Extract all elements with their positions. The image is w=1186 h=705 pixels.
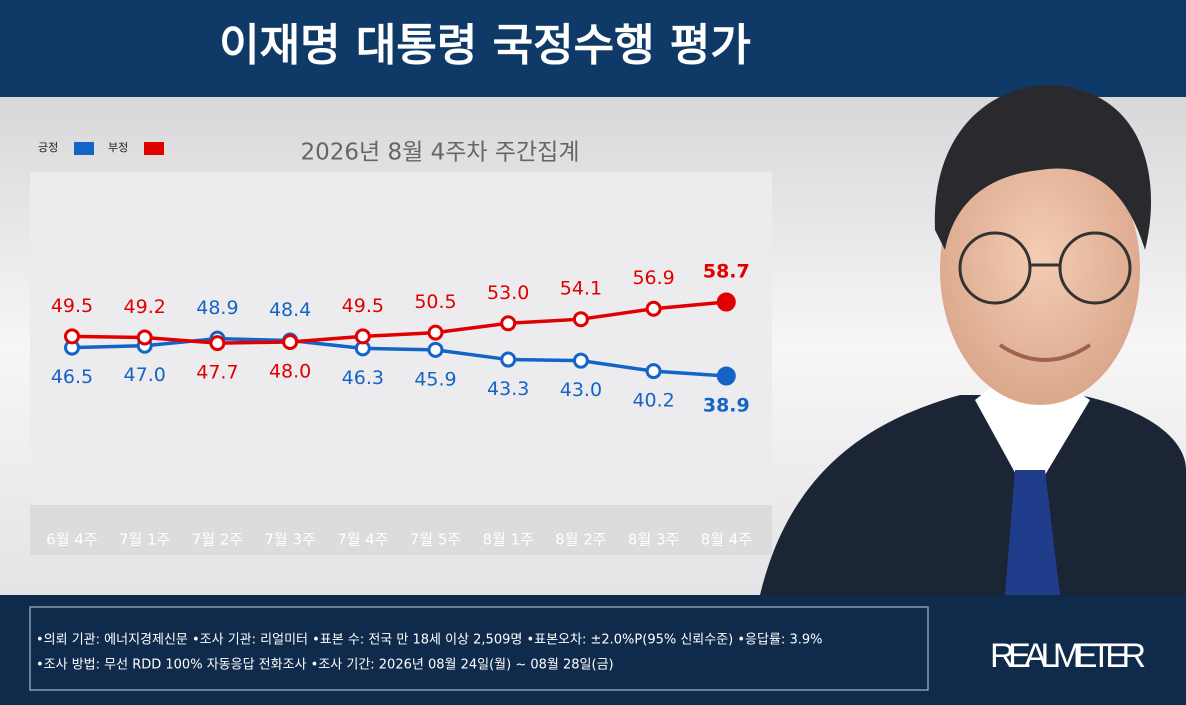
footer-band <box>0 595 1186 705</box>
marker <box>716 292 736 312</box>
data-label: 50.5 <box>414 291 456 313</box>
note: •의뢰 기관: 에너지경제신문 •조사 기관: 리얼미터 •표본 수: 전국 만… <box>36 633 822 648</box>
data-label: 48.0 <box>269 360 311 382</box>
x-tick-label: 7월 4주 <box>337 531 388 549</box>
x-tick-label: 8월 1주 <box>482 531 533 549</box>
series-line <box>71 300 727 345</box>
marker <box>64 328 80 345</box>
data-label: 40.2 <box>632 390 674 412</box>
legend-swatch <box>144 142 164 155</box>
data-label: 53.0 <box>487 282 529 304</box>
data-label: 49.2 <box>124 296 166 318</box>
marker <box>136 329 153 346</box>
data-label: 46.5 <box>51 366 93 388</box>
x-tick-label: 6월 4주 <box>46 531 97 549</box>
chart-title: 이재명 대통령 국정수행 평가 <box>219 20 751 71</box>
data-label: 48.9 <box>196 297 238 319</box>
marker <box>572 311 589 328</box>
data-label: 56.9 <box>632 267 674 289</box>
data-label: 48.4 <box>269 299 311 321</box>
data-label: 43.3 <box>487 378 529 400</box>
x-axis-band <box>30 505 772 555</box>
notes-box <box>29 606 929 691</box>
x-tick-label: 7월 3주 <box>264 531 315 549</box>
data-label: 38.9 <box>703 395 750 417</box>
x-tick-label: 8월 3주 <box>628 531 679 549</box>
marker <box>500 351 517 368</box>
portrait <box>760 85 1186 595</box>
data-label: 49.5 <box>342 295 384 317</box>
chart-subtitle: 2026년 8월 4주차 주간집계 <box>300 140 579 166</box>
data-label: 45.9 <box>414 368 456 390</box>
x-tick-label: 8월 2주 <box>555 531 606 549</box>
x-tick-label: 7월 5주 <box>410 531 461 549</box>
data-label: 47.0 <box>124 364 166 386</box>
marker <box>427 324 444 341</box>
marker <box>645 300 662 317</box>
x-tick-label: 7월 2주 <box>192 531 243 549</box>
data-label: 49.5 <box>51 295 93 317</box>
data-label: 58.7 <box>703 261 750 283</box>
data-label: 43.0 <box>560 379 602 401</box>
series-line <box>71 336 727 378</box>
marker <box>427 341 444 358</box>
data-label: 46.3 <box>342 367 384 389</box>
x-tick-label: 8월 4주 <box>701 531 752 549</box>
legend-label: 긍정 <box>38 141 58 154</box>
data-label: 47.7 <box>196 362 238 384</box>
legend-swatch <box>74 142 94 155</box>
header-band <box>0 0 1186 97</box>
source-logo: REALMETER <box>990 637 1146 675</box>
marker <box>354 328 371 345</box>
data-label: 54.1 <box>560 278 602 300</box>
marker <box>716 366 736 386</box>
marker <box>282 333 299 350</box>
marker <box>645 363 662 380</box>
marker <box>572 352 589 369</box>
legend-label: 부정 <box>108 141 128 154</box>
x-tick-label: 7월 1주 <box>119 531 170 549</box>
marker <box>500 315 517 332</box>
note: •조사 방법: 무선 RDD 100% 자동응답 전화조사 •조사 기간: 20… <box>36 658 614 673</box>
marker <box>209 335 226 352</box>
